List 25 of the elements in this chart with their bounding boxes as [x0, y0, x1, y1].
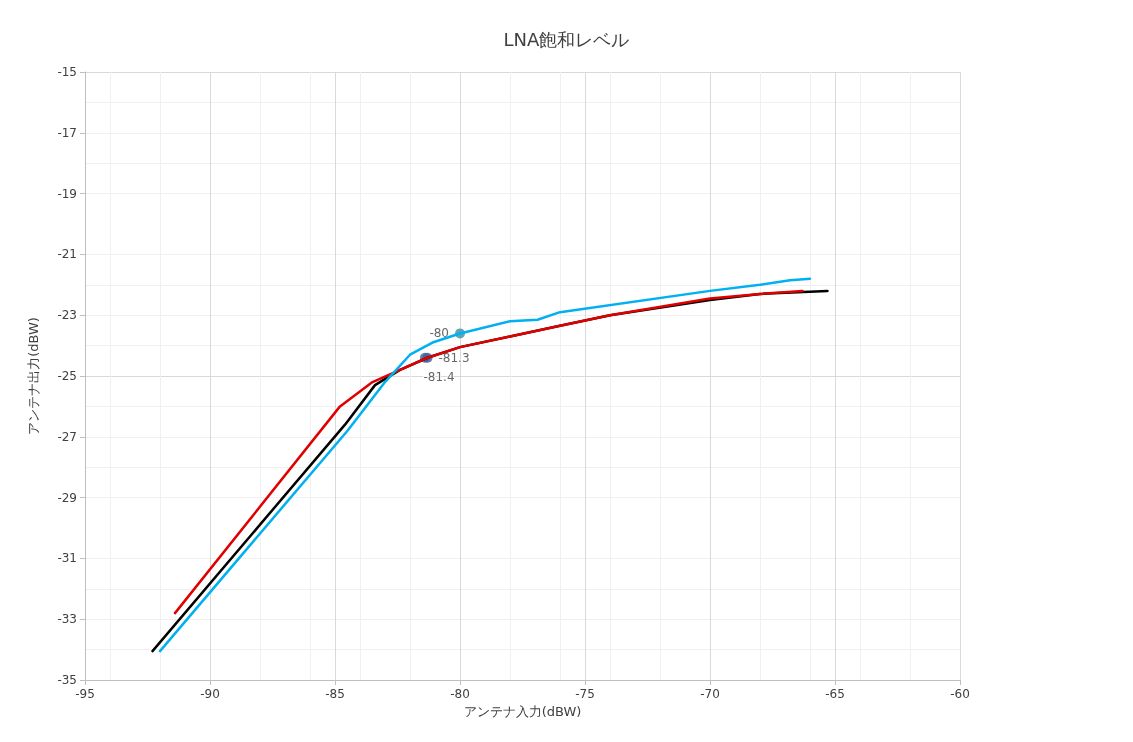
x-tick-label: -65	[825, 687, 845, 701]
x-tick-label: -95	[75, 687, 95, 701]
y-tick-label: -29	[57, 490, 77, 505]
chart-title: LNA飽和レベル	[503, 28, 630, 50]
x-tick-label: -75	[575, 687, 595, 701]
y-tick-label: -17	[57, 125, 77, 140]
x-tick-label: -85	[325, 687, 345, 701]
x-tick-label: -70	[700, 687, 720, 701]
y-tick-label: -27	[57, 429, 77, 444]
y-tick-label: -25	[57, 369, 77, 383]
x-tick-label: -80	[450, 687, 470, 701]
annotation: -81.4	[423, 369, 455, 384]
x-tick-label: -60	[950, 687, 970, 701]
y-tick-label: -15	[57, 65, 77, 79]
y-tick-label: -33	[57, 612, 77, 627]
y-tick-label: -31	[57, 551, 77, 566]
x-axis-title: アンテナ入力(dBW)	[463, 704, 582, 719]
y-tick-label: -21	[57, 247, 77, 262]
y-tick-label: -35	[57, 673, 77, 687]
x-tick-label: -90	[200, 687, 220, 701]
annotation: -81.3	[438, 350, 470, 365]
y-tick-label: -19	[57, 186, 77, 201]
annotation: -80	[429, 326, 449, 341]
y-tick-label: -23	[57, 308, 77, 323]
y-axis-title: アンテナ出力(dBW)	[26, 317, 41, 435]
